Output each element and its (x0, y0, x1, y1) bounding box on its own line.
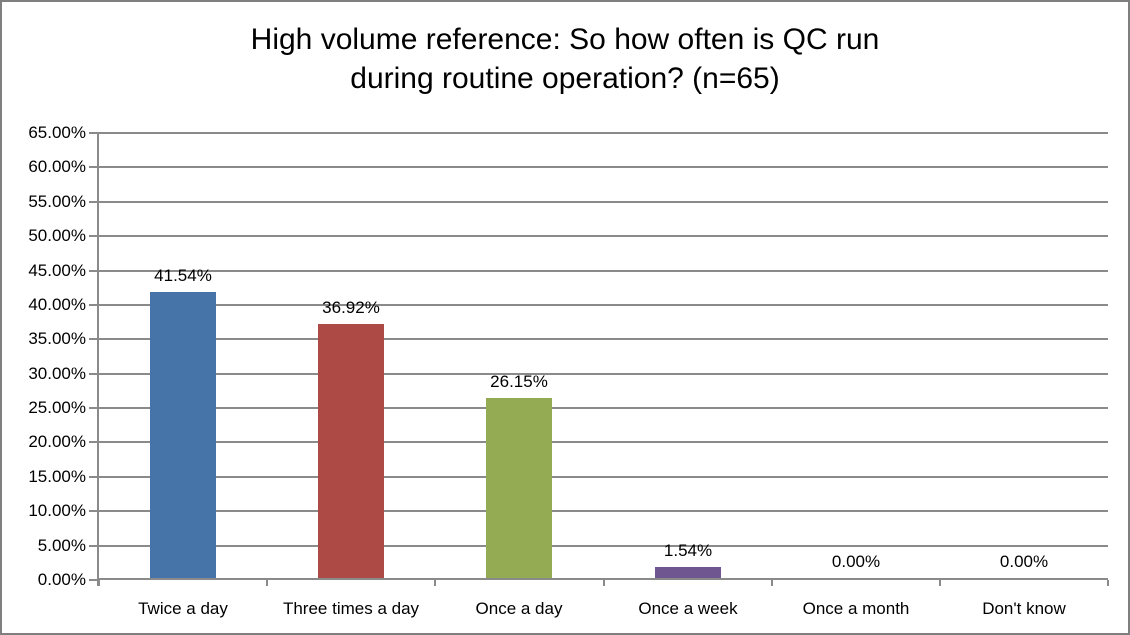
y-tick-label: 35.00% (28, 329, 86, 349)
bar (150, 292, 216, 578)
y-tick-label: 0.00% (37, 570, 86, 589)
y-tick-label: 65.00% (28, 123, 86, 142)
x-category-label: Three times a day (282, 599, 420, 618)
y-tick-label: 15.00% (28, 466, 86, 486)
y-tick (89, 269, 99, 272)
x-category-label: Twice a day (138, 599, 228, 618)
y-tick-label: 45.00% (28, 260, 86, 280)
gridline (99, 372, 1108, 375)
data-label: 1.54% (663, 541, 713, 560)
x-tick (434, 580, 437, 586)
x-category-label: Don't know (982, 599, 1066, 618)
plot-area: 41.54% Twice a day 36.92% Three times a day… (89, 132, 1109, 618)
gridline (99, 544, 1108, 547)
x-tick (770, 580, 773, 586)
gridline (99, 510, 1108, 513)
x-axis-line (99, 578, 1108, 580)
gridline (99, 269, 1108, 272)
data-label: 0.00% (831, 552, 881, 571)
y-tick (89, 407, 99, 410)
gridline (99, 441, 1108, 444)
y-tick (89, 441, 99, 444)
x-tick (98, 580, 100, 586)
x-tick (602, 580, 605, 586)
gridline (99, 132, 1108, 134)
gridline (99, 200, 1108, 203)
gridline (99, 407, 1108, 410)
y-tick-label: 30.00% (28, 363, 86, 383)
gridline (99, 235, 1108, 238)
y-tick (89, 372, 99, 375)
bar (655, 567, 721, 578)
bar (486, 398, 552, 578)
data-label: 0.00% (999, 552, 1049, 571)
y-tick (89, 200, 99, 203)
bar (318, 324, 384, 578)
chart-title-line-1: High volume reference: So how often is Q… (250, 23, 880, 56)
y-tick-label: 10.00% (28, 501, 86, 521)
y-tick (89, 338, 99, 341)
y-tick-label: 20.00% (28, 432, 86, 452)
chart-title-line-2: during routine operation? (n=65) (350, 62, 780, 95)
x-category-label: Once a day (475, 599, 563, 618)
y-tick (89, 579, 99, 581)
x-category-label: Once a month (802, 599, 910, 618)
y-tick (89, 166, 99, 169)
y-tick-label: 50.00% (28, 226, 86, 246)
y-tick-label: 60.00% (28, 157, 86, 177)
y-axis-line (97, 133, 99, 586)
y-tick (89, 235, 99, 238)
x-category-label: Once a week (638, 599, 738, 618)
y-tick-label: 55.00% (28, 191, 86, 211)
x-tick (1107, 580, 1109, 586)
y-tick (89, 132, 99, 134)
x-tick (266, 580, 269, 586)
y-tick (89, 544, 99, 547)
chart-title: High volume reference: So how often is Q… (2, 20, 1128, 98)
data-label: 26.15% (490, 372, 548, 391)
y-tick-label: 40.00% (28, 294, 86, 314)
data-label: 36.92% (322, 298, 380, 317)
y-tick (89, 510, 99, 513)
gridline (99, 166, 1108, 169)
gridline (99, 338, 1108, 341)
data-label: 41.54% (154, 266, 212, 285)
y-tick-label: 5.00% (37, 535, 86, 555)
gridline (99, 303, 1108, 306)
y-tick-label: 25.00% (28, 398, 86, 418)
y-tick (89, 303, 99, 306)
y-tick (89, 475, 99, 478)
x-tick (938, 580, 941, 586)
gridline (99, 475, 1108, 478)
